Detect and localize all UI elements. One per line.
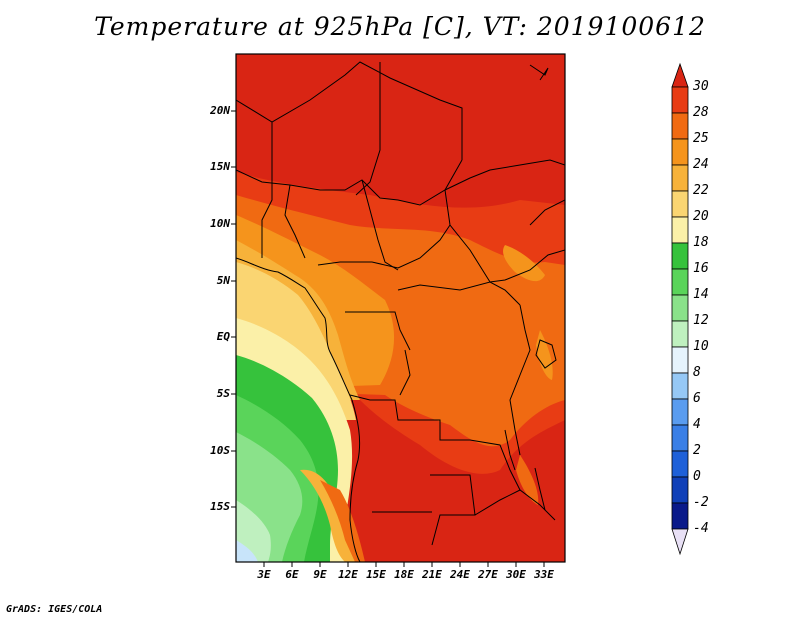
border-cameroon-north [317, 224, 451, 269]
colorbar-label: 18 [693, 235, 709, 250]
lon-label: 21E [422, 568, 442, 581]
border-drc-south [349, 394, 521, 491]
colorbar-label: 25 [693, 131, 709, 146]
field-coastal-strip-inner [320, 480, 365, 562]
lon-label: 3E [257, 568, 271, 581]
lat-label: 15N [210, 160, 230, 173]
lon-label: 24E [450, 568, 470, 581]
colorbar-swatch [671, 242, 689, 270]
lat-label: 10N [210, 217, 230, 230]
map-title: Temperature at 925hPa [C], VT: 201910061… [94, 12, 706, 41]
colorbar-label: 4 [693, 417, 701, 432]
border-nigeria [361, 179, 399, 271]
colorbar-swatch [671, 164, 689, 192]
lon-label: 18E [394, 568, 414, 581]
colorbar-swatch [671, 190, 689, 218]
colorbar-label: 20 [693, 209, 709, 224]
colorbar-swatch [671, 216, 689, 244]
border-sahel [236, 159, 565, 206]
colorbar-label: -4 [693, 521, 709, 536]
colorbar-swatch [671, 424, 689, 452]
colorbar-swatch [671, 112, 689, 140]
colorbar-label: 14 [693, 287, 709, 302]
colorbar-label: 6 [693, 391, 701, 406]
colorbar-swatch [671, 320, 689, 348]
border-ethiopia [529, 199, 565, 226]
lat-label: 5S [216, 387, 230, 400]
colorbar-arrow-top [671, 62, 689, 88]
border-west-1 [261, 122, 273, 258]
lon-label: 30E [506, 568, 526, 581]
colorbar [671, 62, 689, 556]
border-north-2 [355, 62, 381, 196]
field-highland-patch [503, 245, 545, 282]
colorbar-arrow-bottom [671, 528, 689, 556]
field-highland-patch-3 [516, 455, 539, 505]
colorbar-swatch [671, 372, 689, 400]
colorbar-swatch [671, 86, 689, 114]
lat-label: 15S [210, 500, 230, 513]
field-highland-patch-2 [536, 330, 553, 380]
lon-label: 9E [313, 568, 327, 581]
longitude-ticks [263, 562, 545, 567]
colorbar-label: 10 [693, 339, 709, 354]
lake-victoria [535, 339, 557, 369]
colorbar-swatch [671, 138, 689, 166]
coastline [236, 257, 361, 562]
colorbar-label: 16 [693, 261, 709, 276]
colorbar-label: 28 [693, 105, 709, 120]
border-north-1 [236, 61, 463, 160]
colorbar-swatch [671, 450, 689, 478]
colorbar-label: 24 [693, 157, 709, 172]
border-congo [399, 349, 411, 396]
lon-label: 6E [285, 568, 299, 581]
lon-label: 15E [366, 568, 386, 581]
colorbar-swatch [671, 268, 689, 296]
colorbar-swatch [671, 476, 689, 504]
lon-label: 27E [478, 568, 498, 581]
country-borders [236, 61, 565, 562]
field-band-8 [236, 540, 258, 562]
colorbar-swatch [671, 502, 689, 530]
border-west-2 [284, 184, 306, 259]
lake-tanganyika [504, 429, 516, 471]
credit-text: GrADS: IGES/COLA [6, 604, 103, 615]
lake-malawi [534, 467, 546, 511]
colorbar-label: 30 [693, 79, 709, 94]
lon-label: 33E [534, 568, 554, 581]
colorbar-swatch [671, 346, 689, 374]
colorbar-swatch [671, 398, 689, 426]
temperature-field [236, 54, 565, 562]
colorbar-label: 2 [693, 443, 701, 458]
lat-label: 20N [210, 104, 230, 117]
border-gabon [345, 311, 411, 351]
map-frame [235, 53, 566, 563]
latitude-ticks [231, 110, 236, 508]
colorbar-swatch [671, 294, 689, 322]
lat-label: 5N [216, 274, 230, 287]
border-car [397, 281, 521, 306]
colorbar-label: 0 [693, 469, 701, 484]
lon-label: 12E [338, 568, 358, 581]
border-drc-east [509, 304, 531, 456]
colorbar-label: -2 [693, 495, 709, 510]
colorbar-label: 12 [693, 313, 709, 328]
lat-label: EQ [216, 330, 230, 343]
colorbar-label: 8 [693, 365, 701, 380]
lat-label: 10S [210, 444, 230, 457]
colorbar-label: 22 [693, 183, 709, 198]
border-redsea [529, 64, 549, 81]
